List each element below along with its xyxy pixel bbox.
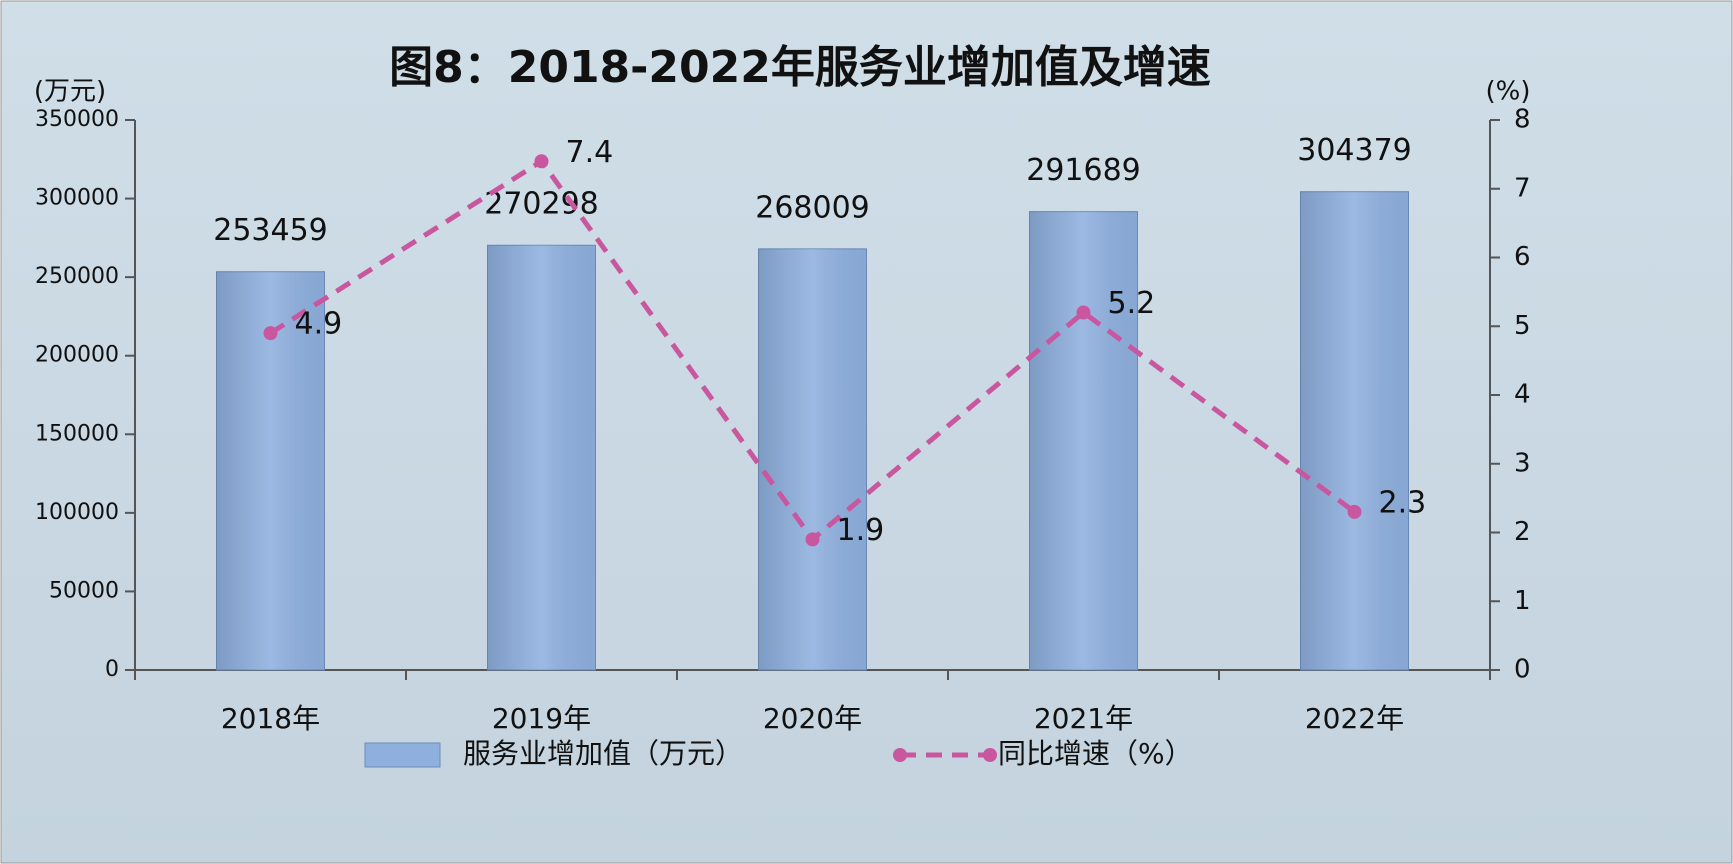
line-value-label: 2.3 [1379, 485, 1427, 520]
legend-marker [983, 748, 997, 762]
line-point [534, 154, 549, 169]
line-point [1076, 305, 1091, 320]
bar-value-label: 270298 [484, 187, 599, 222]
y2-tick-label: 7 [1514, 173, 1531, 203]
y-tick-label: 0 [105, 657, 119, 682]
y-tick-label: 150000 [35, 421, 119, 446]
line-value-label: 5.2 [1108, 286, 1156, 321]
y2-tick-label: 6 [1514, 242, 1531, 272]
legend-label: 同比增速（%） [998, 737, 1193, 770]
bar-shade [487, 245, 596, 670]
line-point [1347, 504, 1362, 519]
y-tick-label: 250000 [35, 264, 119, 289]
legend-swatch [364, 742, 441, 768]
bar-shade [1029, 211, 1138, 670]
y2-tick-label: 5 [1514, 311, 1531, 341]
y2-tick-label: 8 [1514, 105, 1531, 135]
bar-shade [1300, 191, 1409, 671]
line-value-label: 4.9 [295, 307, 343, 342]
y2-tick-label: 1 [1514, 586, 1531, 616]
x-tick-label: 2019年 [492, 702, 591, 735]
bar-value-label: 291689 [1026, 153, 1141, 188]
bar-value-label: 268009 [755, 190, 870, 225]
y2-tick-label: 3 [1514, 448, 1531, 478]
x-tick-label: 2018年 [221, 702, 320, 735]
y2-tick-label: 4 [1514, 380, 1531, 410]
legend-marker [893, 748, 907, 762]
y-tick-label: 300000 [35, 186, 119, 211]
x-tick-label: 2020年 [763, 702, 862, 735]
x-tick-label: 2021年 [1034, 702, 1133, 735]
line-point [263, 326, 278, 341]
bar-value-label: 304379 [1297, 133, 1412, 168]
line-value-label: 7.4 [566, 135, 614, 170]
bar-value-label: 253459 [213, 213, 328, 248]
y-tick-label: 100000 [35, 500, 119, 525]
x-tick-label: 2022年 [1305, 702, 1404, 735]
y-tick-label: 50000 [49, 578, 119, 603]
y2-tick-label: 0 [1514, 655, 1531, 685]
y-axis-label: (万元) [34, 77, 106, 107]
y2-axis-label: (%) [1486, 77, 1531, 107]
chart-title: 图8：2018-2022年服务业增加值及增速 [389, 42, 1211, 93]
line-point [805, 532, 820, 547]
y2-tick-label: 2 [1514, 517, 1531, 547]
bar-shade [758, 248, 867, 670]
y-tick-label: 200000 [35, 343, 119, 368]
legend-label: 服务业增加值（万元） [463, 737, 743, 770]
y-tick-label: 350000 [35, 107, 119, 132]
line-value-label: 1.9 [837, 513, 885, 548]
